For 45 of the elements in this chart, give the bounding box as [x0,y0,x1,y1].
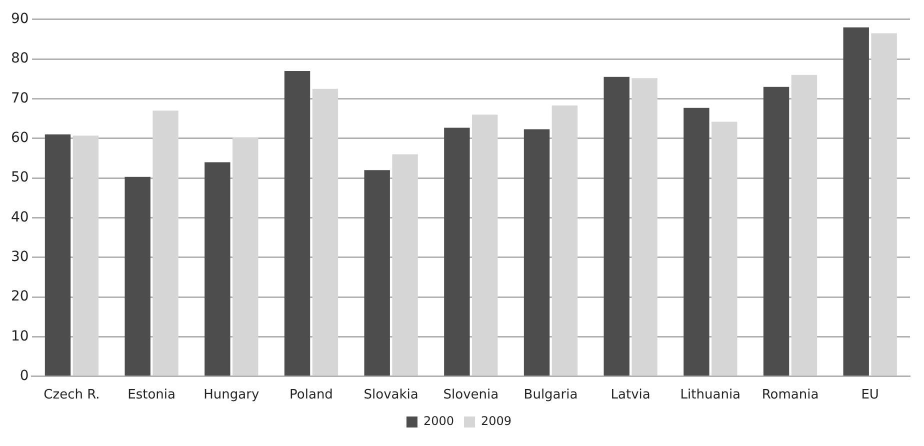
x-tick-label: Slovakia [364,388,418,403]
x-tick-label: EU [861,388,879,403]
bar [684,108,710,376]
x-tick-label: Estonia [128,388,176,403]
bar [444,128,470,376]
x-tick-label: Romania [762,388,819,403]
bar [524,129,550,376]
bar [312,88,338,376]
bar [632,78,658,376]
bar [392,154,418,376]
x-tick-label: Latvia [610,388,650,403]
y-tick-label: 30 [10,249,29,266]
bar [204,162,230,376]
y-tick-label: 80 [10,50,29,67]
bar [791,74,818,376]
y-tick-label: 0 [20,368,29,384]
bar [232,137,258,376]
x-tick-label: Bulgaria [524,388,578,403]
bar [72,136,99,376]
y-tick-label: 40 [10,209,29,226]
bar [843,27,869,376]
bar [44,134,71,376]
legend-label: 2009 [481,414,512,428]
x-tick-label: Poland [290,388,333,403]
bar [552,105,578,376]
y-tick-label: 50 [10,170,29,186]
bar [364,170,390,376]
y-tick-label: 70 [10,90,29,106]
y-tick-label: 20 [10,288,29,305]
bar [124,176,150,376]
y-tick-label: 60 [10,130,29,146]
bar [871,33,897,376]
legend-label: 2000 [423,414,454,428]
bar [712,122,738,376]
bar [472,114,498,376]
bar [763,86,790,376]
x-tick-label: Slovenia [443,388,499,403]
y-tick-label: 90 [10,11,29,28]
y-tick-label: 10 [10,328,29,344]
bar [604,76,630,376]
x-tick-label: Hungary [204,388,260,403]
bar [284,70,310,376]
x-tick-label: Lithuania [680,388,741,403]
bar [152,110,178,376]
x-tick-label: Czech R. [44,388,100,403]
